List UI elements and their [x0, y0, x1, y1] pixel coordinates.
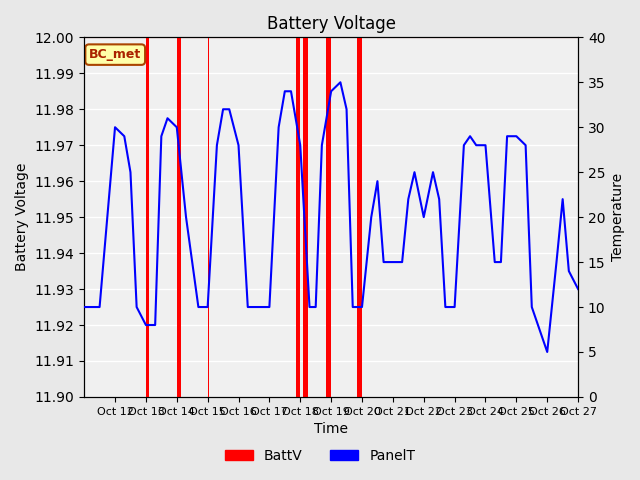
Bar [207, 37, 209, 397]
Legend: BattV, PanelT: BattV, PanelT [220, 443, 420, 468]
Bar [326, 37, 331, 397]
Bar [177, 37, 181, 397]
Y-axis label: Battery Voltage: Battery Voltage [15, 163, 29, 271]
Y-axis label: Temperature: Temperature [611, 173, 625, 261]
Bar [357, 37, 362, 397]
Bar [296, 37, 300, 397]
Title: Battery Voltage: Battery Voltage [267, 15, 396, 33]
Bar [303, 37, 308, 397]
Bar [146, 37, 149, 397]
Text: BC_met: BC_met [89, 48, 141, 61]
X-axis label: Time: Time [314, 422, 348, 436]
